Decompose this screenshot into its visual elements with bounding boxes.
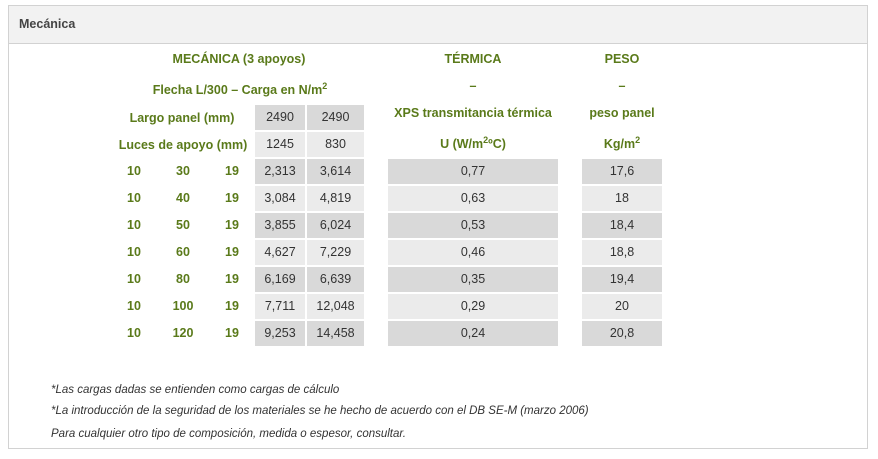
cell-c: 19 [225, 272, 239, 286]
cell-a: 10 [127, 164, 141, 178]
termica-label: XPS transmitancia térmica [394, 106, 552, 120]
mecanica-subheading-text: Flecha L/300 – Carga en N/m [152, 83, 323, 98]
cell-load1: 4,627 [255, 240, 305, 265]
cell-c: 19 [225, 245, 239, 259]
termica-unit-pre: U (W/m [440, 137, 484, 152]
luces-apoyo-label: Luces de apoyo (mm) [118, 138, 248, 152]
cell-b: 120 [172, 326, 194, 340]
cell-load2: 4,819 [307, 186, 364, 211]
termica-unit-post: ºC) [488, 137, 506, 152]
cell-u: 0,29 [388, 294, 558, 319]
note-cargas: *Las cargas dadas se entienden como carg… [51, 384, 340, 396]
cell-a: 10 [127, 218, 141, 232]
cell-load2: 3,614 [307, 159, 364, 184]
cell-peso: 19,4 [582, 267, 662, 292]
largo-value-2: 2490 [307, 105, 364, 130]
cell-b: 30 [176, 164, 190, 178]
peso-dash: – [618, 79, 626, 93]
termica-heading: TÉRMICA [444, 52, 502, 66]
cell-a: 10 [127, 245, 141, 259]
mecanica-subheading-sup: 2 [322, 81, 328, 91]
mecanica-panel: Mecánica [8, 5, 868, 449]
note-seguridad: *La introducción de la seguridad de los … [51, 405, 589, 417]
cell-load2: 6,639 [307, 267, 364, 292]
cell-peso: 17,6 [582, 159, 662, 184]
peso-unit: Kg/m2 [582, 135, 662, 151]
cell-u: 0,24 [388, 321, 558, 346]
cell-c: 19 [225, 191, 239, 205]
cell-a: 10 [127, 191, 141, 205]
cell-c: 19 [225, 218, 239, 232]
cell-peso: 18,4 [582, 213, 662, 238]
cell-b: 80 [176, 272, 190, 286]
cell-peso: 18,8 [582, 240, 662, 265]
cell-b: 40 [176, 191, 190, 205]
cell-load1: 3,855 [255, 213, 305, 238]
cell-load1: 6,169 [255, 267, 305, 292]
cell-u: 0,53 [388, 213, 558, 238]
cell-b: 100 [172, 299, 194, 313]
termica-unit: U (W/m2ºC) [388, 135, 558, 151]
termica-dash: – [469, 79, 477, 93]
luces-value-2: 830 [307, 132, 364, 157]
cell-u: 0,46 [388, 240, 558, 265]
cell-b: 50 [176, 218, 190, 232]
cell-load2: 14,458 [307, 321, 364, 346]
largo-panel-label: Largo panel (mm) [129, 111, 235, 125]
cell-c: 19 [225, 164, 239, 178]
cell-load2: 7,229 [307, 240, 364, 265]
cell-load1: 2,313 [255, 159, 305, 184]
peso-heading: PESO [604, 52, 640, 66]
cell-a: 10 [127, 299, 141, 313]
cell-u: 0,35 [388, 267, 558, 292]
largo-value-1: 2490 [255, 105, 305, 130]
cell-c: 19 [225, 326, 239, 340]
cell-peso: 20,8 [582, 321, 662, 346]
peso-label: peso panel [589, 106, 655, 120]
cell-peso: 18 [582, 186, 662, 211]
luces-value-1: 1245 [255, 132, 305, 157]
cell-u: 0,63 [388, 186, 558, 211]
cell-c: 19 [225, 299, 239, 313]
panel-title: Mecánica [9, 6, 867, 44]
cell-u: 0,77 [388, 159, 558, 184]
cell-load1: 9,253 [255, 321, 305, 346]
mecanica-subheading: Flecha L/300 – Carga en N/m2 [140, 81, 340, 97]
peso-unit-sup: 2 [635, 135, 641, 145]
termica-unit-sup: 2 [483, 135, 489, 145]
cell-b: 60 [176, 245, 190, 259]
cell-load1: 7,711 [255, 294, 305, 319]
peso-unit-pre: Kg/m [603, 137, 636, 152]
note-consultar: Para cualquier otro tipo de composición,… [51, 428, 406, 440]
cell-load2: 6,024 [307, 213, 364, 238]
cell-peso: 20 [582, 294, 662, 319]
mecanica-heading: MECÁNICA (3 apoyos) [172, 52, 306, 66]
cell-a: 10 [127, 272, 141, 286]
cell-load2: 12,048 [307, 294, 364, 319]
cell-a: 10 [127, 326, 141, 340]
cell-load1: 3,084 [255, 186, 305, 211]
